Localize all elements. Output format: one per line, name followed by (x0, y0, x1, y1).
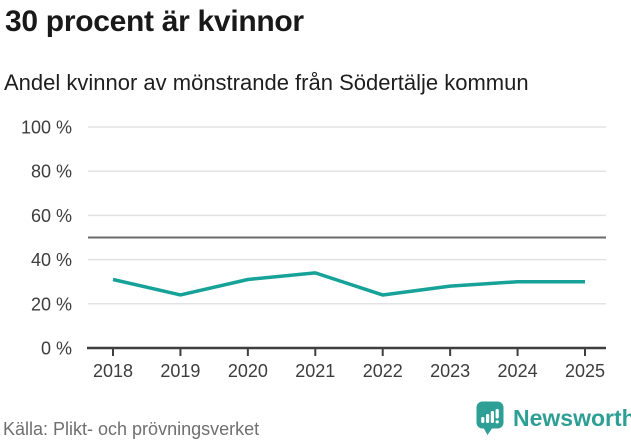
x-tick-label: 2021 (295, 361, 335, 381)
x-tick-label: 2020 (228, 361, 268, 381)
x-tick-label: 2018 (93, 361, 133, 381)
newsworthy-logo-icon (476, 401, 504, 435)
chart-title: 30 procent är kvinnor (5, 5, 304, 38)
brand-name: Newsworthy (513, 405, 631, 431)
y-tick-label: 60 % (31, 206, 72, 226)
y-tick-label: 80 % (31, 162, 72, 182)
x-tick-label: 2024 (498, 361, 538, 381)
y-tick-label: 100 % (21, 118, 72, 138)
newsworthy-brand: Newsworthy (476, 401, 631, 436)
x-tick-label: 2023 (430, 361, 470, 381)
y-tick-label: 0 % (41, 339, 72, 359)
source-note: Källa: Plikt- och prövningsverket (3, 419, 260, 439)
x-tick-label: 2025 (565, 361, 605, 381)
y-tick-label: 20 % (31, 294, 72, 314)
x-tick-label: 2019 (160, 361, 200, 381)
x-tick-label: 2022 (363, 361, 403, 381)
chart-subtitle: Andel kvinnor av mönstrande från Södertä… (4, 70, 529, 95)
data-line (112, 271, 585, 297)
y-tick-label: 40 % (31, 250, 72, 270)
